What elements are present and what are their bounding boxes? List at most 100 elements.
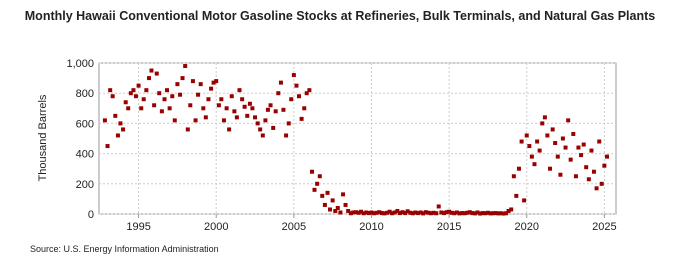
data-point xyxy=(553,141,558,146)
data-point xyxy=(227,127,232,132)
data-point xyxy=(136,83,141,88)
data-point xyxy=(447,209,452,214)
data-point xyxy=(121,127,126,132)
data-point xyxy=(387,209,392,214)
y-tick-label: 400 xyxy=(76,149,94,161)
data-point xyxy=(178,92,183,97)
data-point xyxy=(361,211,366,216)
data-point xyxy=(439,210,444,215)
data-point xyxy=(444,210,449,215)
data-point xyxy=(581,142,586,147)
data-point xyxy=(545,133,550,138)
data-point xyxy=(102,118,107,123)
data-point xyxy=(172,118,177,123)
data-point xyxy=(397,211,402,216)
x-tick-label: 2020 xyxy=(514,221,538,233)
data-point xyxy=(428,211,433,216)
data-point xyxy=(234,115,239,120)
data-point xyxy=(351,210,356,215)
data-point xyxy=(372,211,377,216)
data-point xyxy=(356,210,361,215)
data-point xyxy=(315,181,320,186)
data-point xyxy=(454,210,459,215)
data-point xyxy=(589,148,594,153)
data-point xyxy=(328,207,333,212)
x-tick-label: 2010 xyxy=(359,221,383,233)
data-point xyxy=(470,211,475,216)
data-point xyxy=(566,118,571,123)
data-point xyxy=(467,210,472,215)
data-point xyxy=(568,157,573,162)
data-point xyxy=(527,144,532,149)
data-point xyxy=(436,204,441,209)
data-point xyxy=(480,211,485,216)
data-point xyxy=(591,169,596,174)
data-point xyxy=(509,207,514,212)
data-point xyxy=(478,211,483,216)
data-point xyxy=(219,97,224,102)
data-point xyxy=(343,202,348,207)
data-point xyxy=(322,202,327,207)
data-point xyxy=(602,163,607,168)
data-point xyxy=(524,133,529,138)
data-point xyxy=(366,211,371,216)
data-point xyxy=(374,210,379,215)
data-point xyxy=(441,211,446,216)
data-point xyxy=(418,210,423,215)
data-point xyxy=(501,211,506,216)
data-point xyxy=(211,80,216,85)
data-point xyxy=(167,106,172,111)
data-point xyxy=(571,131,576,136)
x-tick-label: 2015 xyxy=(437,221,461,233)
data-point xyxy=(250,106,255,111)
data-point xyxy=(346,208,351,213)
data-point xyxy=(144,88,149,93)
data-point xyxy=(185,127,190,132)
data-point xyxy=(237,88,242,93)
data-point xyxy=(475,210,480,215)
data-point xyxy=(281,107,286,112)
y-tick-label: 0 xyxy=(88,209,94,221)
data-point xyxy=(128,91,133,96)
data-point xyxy=(403,211,408,216)
data-point xyxy=(190,79,195,84)
data-point xyxy=(586,177,591,182)
data-point xyxy=(162,97,167,102)
data-point xyxy=(498,211,503,216)
data-point xyxy=(506,208,511,213)
data-point xyxy=(514,193,519,198)
data-point xyxy=(131,88,136,93)
data-point xyxy=(229,94,234,99)
data-point xyxy=(390,211,395,216)
data-point xyxy=(462,211,467,216)
data-point xyxy=(493,211,498,216)
data-point xyxy=(260,133,265,138)
data-point xyxy=(232,109,237,114)
data-point xyxy=(382,211,387,216)
data-point xyxy=(118,121,123,126)
data-point xyxy=(457,211,462,216)
data-point xyxy=(434,211,439,216)
data-point xyxy=(550,127,555,132)
data-point xyxy=(307,88,312,93)
data-point xyxy=(149,68,154,73)
data-point xyxy=(540,121,545,126)
data-point xyxy=(485,210,490,215)
data-point xyxy=(410,211,415,216)
data-point xyxy=(157,91,162,96)
source-note: Source: U.S. Energy Information Administ… xyxy=(30,244,219,254)
data-point xyxy=(377,210,382,215)
data-point xyxy=(139,106,144,111)
data-point xyxy=(193,118,198,123)
data-point xyxy=(405,209,410,214)
data-point xyxy=(395,208,400,213)
data-point xyxy=(379,211,384,216)
data-point xyxy=(286,121,291,126)
data-point xyxy=(221,118,226,123)
data-point xyxy=(491,211,496,216)
data-point xyxy=(522,198,527,203)
data-point xyxy=(560,136,565,141)
y-tick-label: 800 xyxy=(76,88,94,100)
